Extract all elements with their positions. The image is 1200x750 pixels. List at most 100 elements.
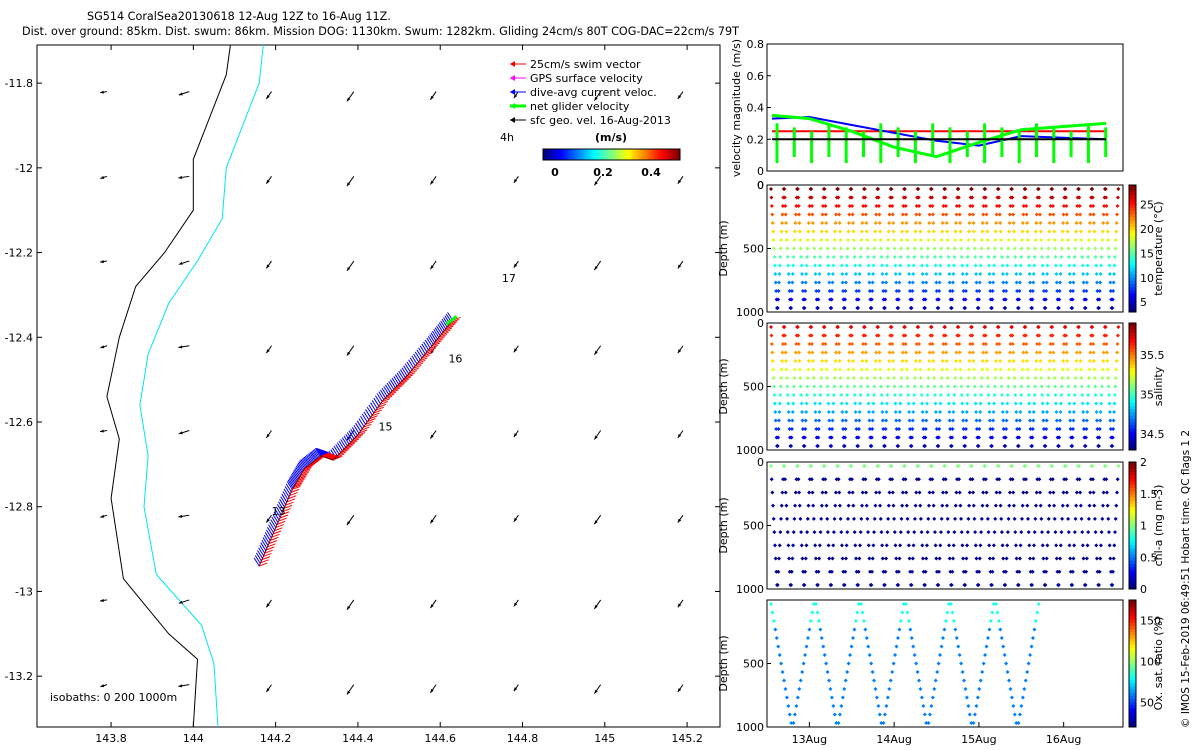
profile-sample bbox=[926, 229, 931, 234]
current-vector bbox=[406, 361, 413, 371]
profile-sample bbox=[969, 464, 974, 468]
profile-sample bbox=[853, 401, 858, 406]
profile-sample bbox=[881, 721, 886, 725]
profile-sample bbox=[1075, 342, 1080, 346]
profile-sample bbox=[797, 687, 802, 691]
profile-sample bbox=[784, 238, 789, 242]
profile-sample bbox=[787, 556, 792, 561]
profile-sample bbox=[787, 435, 792, 440]
geo-velocity-arrowhead bbox=[266, 264, 270, 269]
profile-sample bbox=[1062, 325, 1067, 329]
profile-sample bbox=[1025, 221, 1030, 225]
profile-sample bbox=[940, 367, 945, 372]
profile-sample bbox=[1012, 516, 1017, 521]
profile-sample bbox=[1006, 376, 1011, 380]
profile-sample bbox=[953, 238, 958, 242]
colorbar-segment bbox=[618, 149, 622, 160]
profile-sample bbox=[829, 695, 834, 700]
swim-vector bbox=[438, 333, 447, 338]
profile-sample bbox=[973, 255, 978, 259]
profile-sample bbox=[1028, 435, 1033, 440]
swim-vector bbox=[288, 495, 297, 500]
current-vector bbox=[413, 353, 419, 363]
profile-sample bbox=[1022, 464, 1027, 468]
profile-sample bbox=[987, 543, 992, 548]
current-vector bbox=[378, 391, 385, 400]
current-vector bbox=[408, 359, 415, 369]
profile-sample bbox=[865, 384, 870, 389]
profile-sample bbox=[848, 464, 853, 468]
profile-colorbar-segment bbox=[1129, 326, 1136, 330]
colorbar-segment bbox=[586, 149, 590, 160]
profile-sample bbox=[1035, 333, 1040, 338]
profile-sample bbox=[1025, 367, 1030, 372]
profile-sample bbox=[1105, 359, 1110, 363]
profile-sample bbox=[1030, 427, 1035, 431]
profile-sample bbox=[1001, 280, 1006, 285]
profile-sample bbox=[900, 212, 905, 217]
profile-sample bbox=[776, 644, 781, 649]
profile-sample bbox=[816, 289, 821, 293]
profile-sample bbox=[812, 393, 817, 397]
profile-sample bbox=[1062, 464, 1067, 468]
profile-colorbar-segment bbox=[1129, 427, 1136, 432]
profile-sample bbox=[1021, 212, 1026, 217]
profile-sample bbox=[837, 490, 842, 495]
profile-colorbar-segment bbox=[1129, 421, 1136, 426]
geo-velocity-arrowhead bbox=[266, 518, 270, 523]
profile-sample bbox=[801, 661, 806, 666]
profile-sample bbox=[777, 401, 782, 406]
swim-vector bbox=[377, 403, 387, 408]
profile-sample bbox=[914, 661, 919, 666]
profile-sample bbox=[806, 359, 811, 363]
profile-sample bbox=[787, 280, 792, 285]
profile-sample bbox=[987, 418, 992, 423]
profile-sample bbox=[881, 569, 886, 574]
swim-vector bbox=[326, 454, 335, 459]
profile-sample bbox=[788, 583, 793, 587]
current-vector bbox=[263, 534, 270, 544]
profile-colorbar-segment bbox=[1129, 226, 1136, 230]
profile-sample bbox=[920, 418, 925, 423]
profile-colorbar-segment bbox=[1129, 660, 1136, 664]
profile-colorbar-segment bbox=[1129, 200, 1136, 205]
profile-sample bbox=[922, 306, 927, 310]
legend-swatch-arrowhead bbox=[510, 61, 515, 67]
profile-sample bbox=[983, 464, 988, 468]
profile-sample bbox=[932, 384, 937, 389]
profile-sample bbox=[959, 384, 964, 389]
current-vector bbox=[431, 330, 438, 340]
profile-sample bbox=[1012, 712, 1017, 717]
profile-sample bbox=[1042, 444, 1047, 448]
profile-sample bbox=[1094, 280, 1099, 285]
profile-sample bbox=[1002, 653, 1007, 657]
profile-sample bbox=[1043, 297, 1048, 302]
swim-vector bbox=[267, 543, 276, 548]
profile-sample bbox=[840, 556, 845, 561]
profile-sample bbox=[1062, 187, 1067, 191]
profile-sample bbox=[1040, 272, 1045, 276]
profile-sample bbox=[904, 602, 908, 606]
profile-sample bbox=[1106, 384, 1111, 389]
profile-sample bbox=[776, 280, 781, 285]
profile-sample bbox=[896, 444, 901, 448]
profile-sample bbox=[807, 204, 812, 208]
profile-sample bbox=[1010, 477, 1015, 482]
profile-sample bbox=[1015, 427, 1020, 431]
profile-sample bbox=[1082, 427, 1087, 431]
current-vector bbox=[440, 320, 447, 330]
profile-sample bbox=[879, 393, 884, 397]
day-marker-label: 16 bbox=[448, 353, 462, 366]
profile-sample bbox=[797, 359, 802, 363]
profile-sample bbox=[854, 435, 859, 440]
profile-sample bbox=[964, 410, 969, 414]
profile-colorbar-segment bbox=[1129, 490, 1136, 495]
profile-colorbar-segment bbox=[1129, 380, 1136, 384]
profile-sample bbox=[786, 410, 791, 414]
profile-sample bbox=[1060, 238, 1065, 242]
profile-sample bbox=[775, 444, 780, 448]
profile-sample bbox=[991, 556, 996, 561]
profile-sample bbox=[1092, 376, 1097, 380]
profile-sample bbox=[1068, 418, 1073, 423]
profile-sample bbox=[1033, 376, 1038, 380]
